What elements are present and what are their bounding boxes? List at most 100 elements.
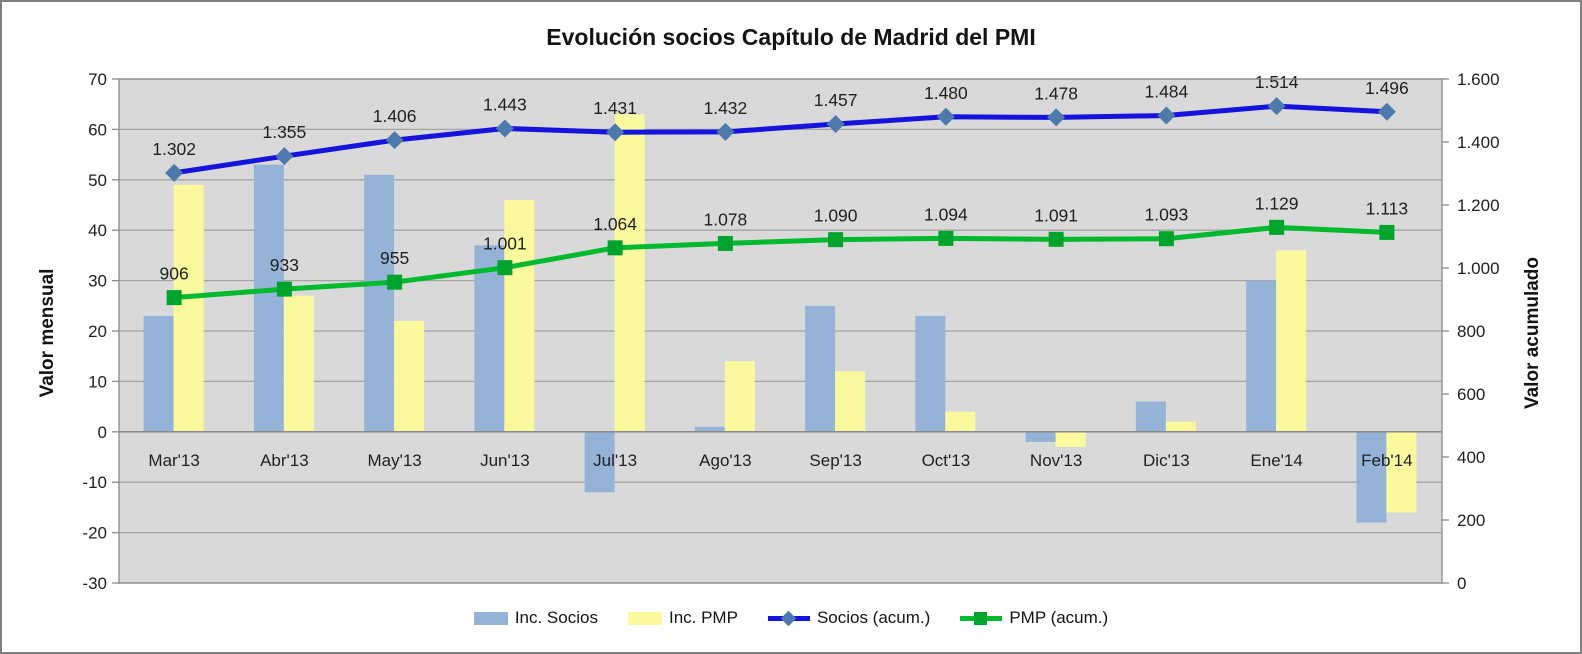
diamond-marker <box>1157 106 1176 125</box>
left-axis-tick-label: 10 <box>88 372 107 391</box>
square-marker <box>276 281 292 297</box>
bar-inc-socios <box>1025 431 1056 442</box>
data-label: 955 <box>380 248 409 268</box>
left-axis-tick-label: -10 <box>82 473 107 492</box>
left-axis-tick-label: 20 <box>88 322 107 341</box>
data-label: 1.480 <box>924 83 968 103</box>
legend-item-inc-socios: Inc. Socios <box>473 608 598 628</box>
bar-inc-socios <box>915 315 946 432</box>
left-axis-tick-label: -30 <box>82 574 107 593</box>
left-axis-tick-label: 30 <box>88 272 107 291</box>
left-axis-tick-label: 40 <box>88 221 107 240</box>
right-axis-tick-label: 1.400 <box>1457 133 1500 152</box>
diamond-marker <box>826 115 845 134</box>
bar-inc-pmp <box>504 199 535 432</box>
right-axis-tick-label: 400 <box>1457 448 1485 467</box>
bar-inc-socios <box>694 426 725 432</box>
bar-inc-pmp <box>1165 421 1196 432</box>
legend-label: Inc. Socios <box>514 608 598 627</box>
inc-socios-swatch-icon <box>473 611 508 625</box>
data-label: 1.406 <box>373 106 417 126</box>
legend-item-socios-acum: Socios (acum.) <box>767 608 930 628</box>
data-label: 1.090 <box>814 206 858 226</box>
square-marker <box>717 235 733 251</box>
line-socios-acum- <box>171 103 1390 176</box>
diamond-marker <box>165 163 184 182</box>
data-label: 1.064 <box>593 214 637 234</box>
bar-inc-socios <box>805 305 836 432</box>
legend-item-inc-pmp: Inc. PMP <box>627 608 738 628</box>
category-label: Ene'14 <box>1250 451 1302 470</box>
category-label: Sep'13 <box>809 451 861 470</box>
diamond-marker <box>936 107 955 126</box>
category-label: Dic'13 <box>1143 451 1190 470</box>
right-axis-tick-label: 1.000 <box>1457 259 1500 278</box>
bar-inc-pmp <box>945 411 976 432</box>
data-label: 1.078 <box>703 209 747 229</box>
square-marker <box>1269 219 1285 235</box>
bar-inc-socios <box>1246 280 1277 432</box>
data-label: 1.457 <box>814 90 858 110</box>
square-marker <box>828 232 844 248</box>
square-marker <box>938 230 954 246</box>
data-label: 1.094 <box>924 204 968 224</box>
diamond-marker <box>1267 97 1286 116</box>
bar-inc-socios <box>584 431 615 493</box>
bar-inc-socios <box>474 245 505 432</box>
right-axis-tick-label: 0 <box>1457 574 1466 593</box>
square-marker <box>497 260 513 276</box>
diamond-marker <box>495 119 514 138</box>
line-pmp-acum- <box>171 224 1390 301</box>
left-axis-tick-label: 60 <box>88 120 107 139</box>
data-label: 1.091 <box>1034 205 1078 225</box>
data-label: 1.478 <box>1034 83 1078 103</box>
square-marker <box>1379 224 1395 240</box>
bar-inc-pmp <box>1276 250 1307 432</box>
category-label: Nov'13 <box>1030 451 1082 470</box>
legend-label: Inc. PMP <box>668 608 738 627</box>
bar-inc-pmp <box>614 114 645 432</box>
data-label: 1.432 <box>703 98 747 118</box>
bar-inc-pmp <box>1386 431 1417 513</box>
data-label: 906 <box>160 264 189 284</box>
legend: Inc. Socios Inc. PMP Socios (acum.) PMP … <box>2 608 1580 628</box>
left-axis-tick-label: -20 <box>82 524 107 543</box>
category-label: Mar'13 <box>148 451 199 470</box>
left-axis-title: Valor mensual <box>37 268 58 398</box>
data-label: 1.514 <box>1255 72 1299 92</box>
legend-label: PMP (acum.) <box>1009 608 1109 627</box>
left-axis-tick-label: 50 <box>88 171 107 190</box>
category-label: Oct'13 <box>922 451 971 470</box>
right-axis-tick-label: 600 <box>1457 385 1485 404</box>
data-label: 1.443 <box>483 94 527 114</box>
data-label: 1.093 <box>1144 205 1188 225</box>
bar-inc-socios <box>1135 401 1166 432</box>
category-label: May'13 <box>367 451 421 470</box>
diamond-marker <box>1047 108 1066 127</box>
data-label: 1.431 <box>593 98 637 118</box>
diamond-marker <box>275 147 294 166</box>
square-marker <box>1048 231 1064 247</box>
legend-item-pmp-acum: PMP (acum.) <box>960 608 1108 628</box>
category-label: Jul'13 <box>593 451 637 470</box>
right-axis-title: Valor acumulado <box>1522 256 1543 410</box>
category-label: Feb'14 <box>1361 451 1412 470</box>
bar-inc-socios <box>364 174 395 432</box>
bar-inc-pmp <box>835 371 866 432</box>
data-label: 1.355 <box>262 122 306 142</box>
square-marker <box>607 240 623 256</box>
socios-acum-line-icon <box>767 610 810 626</box>
bar-inc-pmp <box>283 295 314 432</box>
data-label: 1.113 <box>1366 198 1409 218</box>
right-axis-tick-label: 1.200 <box>1457 196 1500 215</box>
bar-inc-pmp <box>394 320 425 432</box>
category-label: Jun'13 <box>480 451 530 470</box>
diamond-marker <box>1377 102 1396 121</box>
square-marker <box>387 274 403 290</box>
diamond-marker <box>606 123 625 142</box>
square-marker <box>1158 231 1174 247</box>
data-label: 1.302 <box>152 139 196 159</box>
data-label: 933 <box>270 255 299 275</box>
